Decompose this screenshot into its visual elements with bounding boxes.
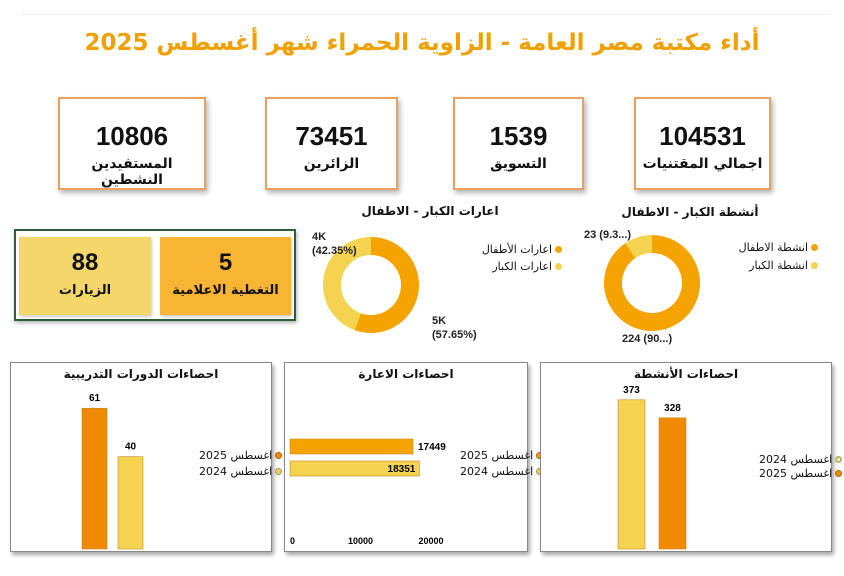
legend-dot (555, 246, 562, 253)
legend-label: اغسطس 2025 (460, 449, 534, 462)
data-label: 18351 (388, 464, 416, 475)
x-tick-label: 20000 (418, 536, 443, 546)
legend-item[interactable]: اغسطس 2024 (199, 465, 283, 478)
legend-item[interactable]: اغسطس 2025 (460, 449, 544, 462)
kpi-value: 1539 (489, 121, 548, 151)
data-label: 224 (90...) (622, 333, 672, 345)
chart-title: احصاءات الاعارة (358, 367, 454, 381)
tile-value: 5 (218, 249, 233, 276)
legend-label: اغسطس 2024 (460, 465, 534, 478)
legend-label: اغسطس 2025 (759, 467, 833, 480)
kpi-visitors: 73451 الزائرين (265, 97, 398, 190)
data-label: 17449 (418, 442, 446, 453)
data-label: 5K (432, 315, 446, 327)
activities-bar-chart: 373 328 (617, 385, 687, 550)
chart-title: أنشطة الكبار - الاطفال (621, 205, 759, 219)
bar (117, 456, 144, 550)
legend-label: انشطة الاطفال (738, 241, 808, 254)
legend-label: اعارات الكبار (492, 260, 552, 273)
legend-item[interactable]: اعارات الكبار (480, 260, 562, 273)
visits-media-box: 88 الزيارات 5 التغطية الاعلامية (14, 229, 296, 321)
data-label: (57.65%) (432, 329, 477, 341)
kpi-value: 10806 (95, 121, 169, 151)
kpi-active-beneficiaries: 10806 المستفيدين النشطين (58, 97, 206, 190)
data-label: 328 (664, 403, 681, 414)
tile-value: 88 (71, 249, 99, 276)
page-title: أداء مكتبة مصر العامة - الزاوية الحمراء … (84, 30, 760, 56)
data-label: 4K (312, 231, 326, 243)
tile-media-coverage: 5 التغطية الاعلامية (160, 237, 291, 315)
legend-item[interactable]: اعارات الأطفال (480, 243, 562, 256)
bar (289, 460, 420, 477)
x-tick-label: 10000 (348, 536, 373, 546)
legend-item[interactable]: اغسطس 2025 (199, 449, 283, 462)
data-label: 373 (623, 385, 640, 396)
kpi-value: 73451 (295, 121, 368, 151)
legend-dot (555, 263, 562, 270)
legend-item[interactable]: انشطة الكبار (738, 259, 818, 272)
legend-item[interactable]: انشطة الاطفال (738, 241, 818, 254)
donut-slice (354, 237, 419, 333)
data-label: 61 (89, 393, 101, 404)
tile-visits: 88 الزيارات (19, 237, 151, 315)
data-label: (42.35%) (312, 245, 357, 257)
loans-donut-chart: 5K (57.65%) 4K (42.35%) (312, 231, 477, 341)
training-bar-chart: 61 40 (81, 393, 144, 550)
bar (289, 438, 414, 455)
activities-chart-panel: احصاءات الأنشطة 373 328 اغسطس 2024 اغسطس … (540, 362, 843, 552)
chart-title: اعارات الكبار - الاطفال (361, 204, 499, 218)
donut-slice (323, 237, 371, 331)
divider (20, 14, 830, 15)
donut-slice (625, 235, 652, 258)
legend-label: اغسطس 2024 (199, 465, 273, 478)
legend-dot (811, 262, 818, 269)
kpi-label: اجمالي المقتنيات (642, 156, 763, 172)
bar (617, 399, 646, 550)
bar (658, 417, 687, 550)
kpi-value: 104531 (659, 121, 746, 151)
data-label: 23 (9.3...) (584, 229, 631, 241)
data-label: 40 (125, 442, 137, 453)
legend-dot (835, 470, 843, 477)
legend-item[interactable]: اغسطس 2025 (759, 467, 843, 480)
legend-label: اعارات الأطفال (481, 243, 552, 256)
legend-label: اغسطس 2025 (199, 449, 273, 462)
legend-label: انشطة الكبار (749, 259, 808, 272)
chart-title: احصاءات الأنشطة (633, 367, 739, 381)
loans-chart-panel: احصاءات الاعارة 17449 18351 0 10000 20000 اغ… (284, 362, 544, 552)
tile-label: الزيارات (58, 283, 112, 298)
bar (81, 407, 108, 550)
kpi-marketing: 1539 التسويق (453, 97, 584, 190)
legend-dot (275, 468, 283, 475)
kpi-total-holdings: 104531 اجمالي المقتنيات (634, 97, 771, 190)
tile-label: التغطية الاعلامية (172, 283, 279, 298)
kpi-label: المستفيدين النشطين (91, 156, 173, 188)
legend-dot (811, 244, 818, 251)
legend-dot (835, 456, 843, 463)
donut-slice (604, 235, 700, 331)
kpi-label: التسويق (490, 156, 547, 172)
legend-dot (275, 452, 283, 459)
training-chart-panel: احصاءات الدورات التدريبية 61 40 اغسطس 202… (10, 362, 283, 552)
x-tick-label: 0 (290, 536, 295, 546)
chart-title: احصاءات الدورات التدريبية (63, 367, 219, 381)
legend-label: اغسطس 2024 (759, 453, 833, 466)
legend-item[interactable]: اغسطس 2024 (460, 465, 544, 478)
kpi-label: الزائرين (303, 156, 360, 172)
legend-item[interactable]: اغسطس 2024 (759, 453, 843, 466)
activities-donut-chart: 224 (90...) 23 (9.3...) (584, 229, 700, 345)
